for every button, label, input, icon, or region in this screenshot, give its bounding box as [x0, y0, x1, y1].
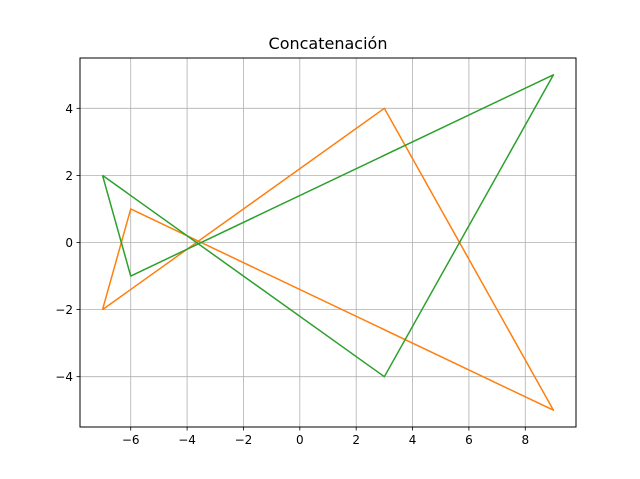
y-tick-label: 4 [65, 102, 73, 116]
x-tick-label: −6 [122, 433, 140, 447]
grid [80, 58, 576, 427]
x-tick-label: −4 [178, 433, 196, 447]
y-axis: −4 −2 0 2 4 [55, 102, 80, 384]
series-line-2 [101, 74, 555, 378]
y-tick-label: 0 [65, 236, 73, 250]
series-group [101, 74, 555, 411]
x-tick-label: 6 [465, 433, 473, 447]
x-tick-label: 8 [521, 433, 529, 447]
x-axis: −6 −4 −2 0 2 4 6 8 [122, 427, 529, 447]
series-line-1 [101, 107, 555, 411]
y-tick-label: 2 [65, 169, 73, 183]
chart-title: Concatenación [269, 34, 388, 53]
y-tick-label: −2 [55, 303, 73, 317]
x-tick-label: −2 [235, 433, 253, 447]
y-tick-label: −4 [55, 370, 73, 384]
x-tick-label: 2 [352, 433, 360, 447]
x-tick-label: 4 [409, 433, 417, 447]
x-tick-label: 0 [296, 433, 304, 447]
